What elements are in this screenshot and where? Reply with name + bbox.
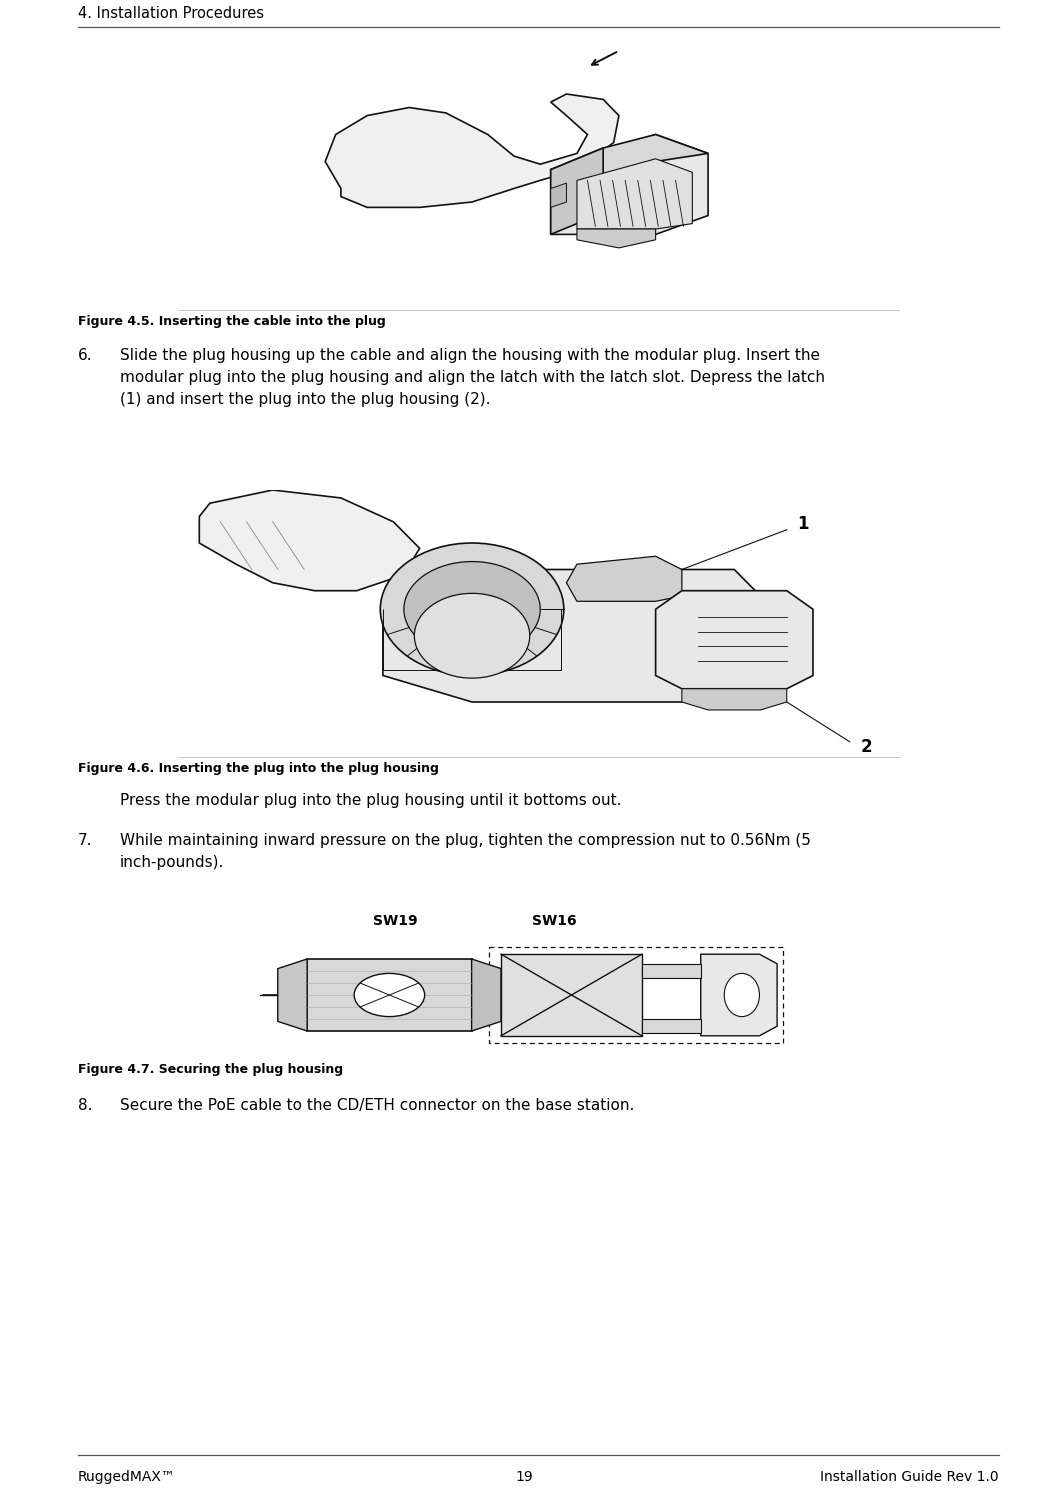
Text: Figure 4.6. Inserting the plug into the plug housing: Figure 4.6. Inserting the plug into the … <box>78 762 438 774</box>
Bar <box>642 1020 701 1033</box>
Ellipse shape <box>414 594 530 679</box>
Text: 7.: 7. <box>78 833 92 848</box>
Text: While maintaining inward pressure on the plug, tighten the compression nut to 0.: While maintaining inward pressure on the… <box>120 833 811 848</box>
Polygon shape <box>701 954 777 1036</box>
Text: 19: 19 <box>516 1470 533 1485</box>
Polygon shape <box>577 229 656 248</box>
Text: 8.: 8. <box>78 1097 92 1112</box>
Text: modular plug into the plug housing and align the latch with the latch slot. Depr: modular plug into the plug housing and a… <box>120 369 825 386</box>
Ellipse shape <box>380 543 564 676</box>
Text: Figure 4.5. Inserting the cable into the plug: Figure 4.5. Inserting the cable into the… <box>78 315 386 327</box>
Ellipse shape <box>355 973 425 1017</box>
Polygon shape <box>566 556 682 601</box>
Text: Slide the plug housing up the cable and align the housing with the modular plug.: Slide the plug housing up the cable and … <box>120 348 820 363</box>
Polygon shape <box>577 158 692 229</box>
Text: 4. Installation Procedures: 4. Installation Procedures <box>78 6 264 21</box>
Polygon shape <box>551 148 603 235</box>
Text: Secure the PoE cable to the CD/ETH connector on the base station.: Secure the PoE cable to the CD/ETH conne… <box>120 1097 635 1112</box>
Bar <box>489 946 783 1044</box>
Polygon shape <box>656 591 813 689</box>
Text: 2: 2 <box>860 739 872 756</box>
Polygon shape <box>501 954 642 1036</box>
Text: 6.: 6. <box>78 348 92 363</box>
Text: inch-pounds).: inch-pounds). <box>120 855 224 870</box>
Text: 1: 1 <box>797 516 809 534</box>
Polygon shape <box>551 135 708 175</box>
Polygon shape <box>472 958 501 1032</box>
Polygon shape <box>682 689 787 710</box>
Text: SW19: SW19 <box>373 913 418 928</box>
Polygon shape <box>278 958 307 1032</box>
Text: Figure 4.7. Securing the plug housing: Figure 4.7. Securing the plug housing <box>78 1063 343 1076</box>
Polygon shape <box>551 135 708 235</box>
Text: RuggedMAX™: RuggedMAX™ <box>78 1470 176 1485</box>
Text: SW16: SW16 <box>532 913 576 928</box>
Polygon shape <box>383 570 761 703</box>
Bar <box>642 964 701 978</box>
Text: Installation Guide Rev 1.0: Installation Guide Rev 1.0 <box>820 1470 999 1485</box>
Text: Press the modular plug into the plug housing until it bottoms out.: Press the modular plug into the plug hou… <box>120 792 621 807</box>
Polygon shape <box>199 490 420 591</box>
Ellipse shape <box>404 562 540 656</box>
Polygon shape <box>325 94 619 208</box>
Polygon shape <box>551 182 566 208</box>
Ellipse shape <box>724 973 759 1017</box>
Text: (1) and insert the plug into the plug housing (2).: (1) and insert the plug into the plug ho… <box>120 392 491 407</box>
Bar <box>307 958 472 1032</box>
